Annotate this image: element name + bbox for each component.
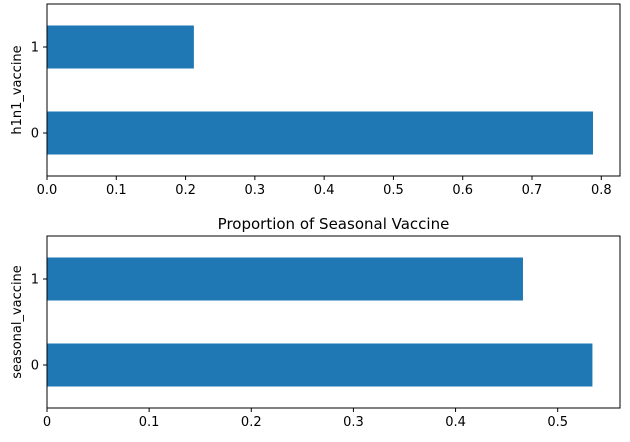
seasonal-plot-frame — [46, 235, 621, 409]
seasonal-y-tick-label-1: 1 — [31, 273, 39, 288]
h1n1-x-tick-label: 0.4 — [314, 183, 335, 198]
h1n1-plot-frame — [46, 3, 621, 177]
seasonal-y-axis-label: seasonal_vaccine — [10, 265, 25, 379]
h1n1-y-tick-label-0: 0 — [31, 127, 39, 142]
h1n1-x-tick-label: 0.5 — [383, 183, 404, 198]
seasonal-chart-title: Proportion of Seasonal Vaccine — [218, 215, 450, 233]
h1n1-x-tick-label: 0.6 — [452, 183, 473, 198]
h1n1-bar-1 — [47, 25, 194, 69]
seasonal-x-tick-label: 0.5 — [547, 415, 568, 430]
h1n1-x-tick-label: 0.1 — [106, 183, 127, 198]
h1n1-x-tick-label: 0.0 — [37, 183, 58, 198]
h1n1-vaccine-chart: 0 1 0.0 0.1 0.2 0.3 0.4 0.5 0.6 0.7 0.8 h1n1_vaccin… — [10, 3, 621, 198]
h1n1-x-tick-label: 0.2 — [175, 183, 196, 198]
seasonal-y-tick-label-0: 0 — [31, 359, 39, 374]
h1n1-x-tick-label: 0.3 — [245, 183, 266, 198]
seasonal-x-tick-label: 0.3 — [343, 415, 364, 430]
seasonal-vaccine-chart: 0 1 0 0.1 0.2 0.3 0.4 0.5 seasonal_vaccine Propor… — [10, 215, 621, 430]
seasonal-x-tick-label: 0.2 — [241, 415, 262, 430]
h1n1-x-tick-label: 0.8 — [591, 183, 612, 198]
seasonal-x-tick-label: 0.1 — [139, 415, 160, 430]
h1n1-y-axis-label: h1n1_vaccine — [10, 45, 25, 134]
h1n1-x-tick-label: 0.7 — [522, 183, 543, 198]
seasonal-x-tick-label: 0.4 — [445, 415, 466, 430]
seasonal-bar-0 — [47, 343, 593, 387]
h1n1-y-tick-label-1: 1 — [31, 41, 39, 56]
seasonal-bar-1 — [47, 257, 523, 301]
seasonal-x-tick-label: 0 — [43, 415, 51, 430]
h1n1-bar-0 — [47, 111, 593, 155]
